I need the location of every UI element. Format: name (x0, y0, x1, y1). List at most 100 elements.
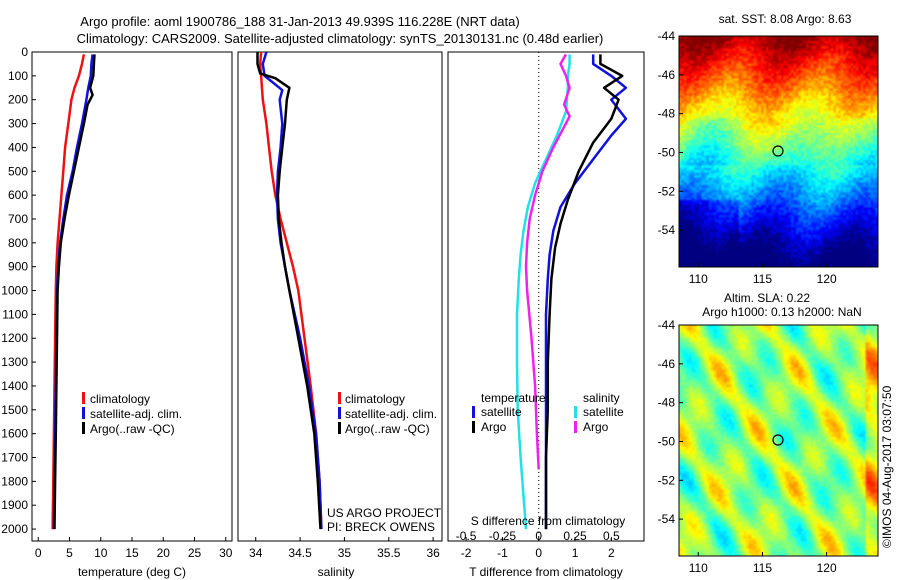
x-tick-label: 30 (219, 546, 233, 560)
sla-map: Altim. SLA: 0.22 Argo h1000: 0.13 h2000:… (658, 291, 879, 575)
legend-s-satellite: satellite (583, 405, 624, 419)
s-diff-tick-label: -0.5 (456, 529, 477, 543)
legend-climatology: climatology (345, 392, 405, 406)
legend-t-argo: Argo (481, 420, 507, 434)
x-tick-label: -1 (497, 546, 508, 560)
map-y-tick-label: -46 (658, 68, 676, 82)
temperature-legend: climatology satellite-adj. clim. Argo(..… (82, 392, 182, 436)
depth-tick-label: 2000 (1, 522, 28, 536)
legend-climatology: climatology (90, 392, 150, 406)
depth-tick-labels: 0 100 200 300 400 500 600 700 800 900 1000 1100 1200… (1, 45, 36, 536)
argo-location-marker (772, 145, 784, 157)
temperature-axes-frame (31, 51, 233, 542)
sla-heatmap-image (679, 325, 878, 556)
series-line-satellite (544, 54, 628, 530)
depth-tick-label: 700 (8, 212, 28, 226)
sst-heatmap-image (679, 36, 878, 267)
legend-satellite-adj: satellite-adj. clim. (345, 407, 437, 421)
legend-title-temperature: temperature (481, 391, 546, 405)
sla-map-title: Altim. SLA: 0.22 (724, 291, 810, 305)
depth-tick-label: 1700 (1, 451, 28, 465)
imos-credit: ©IMOS 04-Aug-2017 03:07:50 (880, 385, 894, 548)
depth-tick-label: 600 (8, 188, 28, 202)
sst-map-title: sat. SST: 8.08 Argo: 8.63 (719, 12, 852, 26)
depth-tick-label: 1400 (1, 379, 28, 393)
depth-tick-label: 0 (21, 45, 28, 59)
depth-tick-label: 1500 (1, 403, 28, 417)
depth-tick-label: 900 (8, 260, 28, 274)
depth-tick-label: 800 (8, 236, 28, 250)
salinity-panel: 34 34.5 35 35.5 36 salinity climatology sate… (237, 51, 443, 579)
x-tick-label: 10 (94, 546, 108, 560)
s-diff-tick-label: -0.25 (489, 529, 517, 543)
x-tick-label: 35 (338, 546, 352, 560)
depth-tick-label: 500 (8, 164, 28, 178)
legend-t-satellite: satellite (481, 405, 522, 419)
map-y-tick-label: -46 (658, 357, 676, 371)
map-x-tick-label: 110 (689, 272, 708, 286)
x-tick-label: 35.5 (377, 546, 401, 560)
map-y-tick-label: -44 (658, 29, 676, 43)
series-line-argo-raw-qc- (256, 52, 322, 530)
depth-tick-label: 1000 (1, 284, 28, 298)
sla-map-frame (678, 324, 879, 557)
pi-annotation: PI: BRECK OWENS (327, 520, 435, 534)
depth-tick-label: 300 (8, 117, 28, 131)
sst-map-ticks: 110 115 120 -44 -46 -48 -50 -52 -54 (658, 29, 837, 286)
map-x-tick-label: 115 (753, 272, 772, 286)
s-diff-tick-label: 0.5 (603, 529, 620, 543)
sla-map-ticks: 110 115 120 -44 -46 -48 -50 -52 -54 (658, 318, 837, 575)
salinity-axes-frame (237, 51, 443, 542)
map-y-tick-label: -48 (658, 396, 676, 410)
salinity-xlabel: salinity (318, 565, 355, 579)
map-x-tick-label: 115 (753, 561, 772, 575)
map-y-tick-label: -50 (658, 434, 676, 448)
x-tick-label: 34.5 (288, 546, 312, 560)
x-tick-label: -2 (461, 546, 472, 560)
temperature-series (51, 54, 96, 530)
depth-tick-label: 1200 (1, 331, 28, 345)
x-tick-label: 20 (157, 546, 171, 560)
legend-s-argo: Argo (583, 420, 609, 434)
series-line-argo-raw-qc- (53, 54, 96, 530)
s-difference-label: S difference from climatology (471, 514, 626, 528)
map-y-tick-label: -52 (658, 184, 676, 198)
map-y-tick-label: -54 (658, 223, 676, 237)
difference-legend: temperature salinity satellite Argo sate… (472, 391, 624, 434)
x-tick-label: 0 (35, 546, 42, 560)
sst-map-frame (678, 35, 879, 268)
s-diff-tick-label: 0.25 (563, 529, 587, 543)
legend-argo: Argo(..raw -QC) (345, 422, 430, 436)
depth-tick-label: 1600 (1, 427, 28, 441)
x-tick-label: 2 (608, 546, 615, 560)
salinity-series (256, 52, 323, 530)
legend-satellite-adj: satellite-adj. clim. (90, 407, 182, 421)
temperature-panel: 0100200300400500600700800900100011001200… (1, 45, 232, 579)
depth-tick-label: 1900 (1, 498, 28, 512)
depth-tick-label: 1800 (1, 474, 28, 488)
x-tick-label: 1 (572, 546, 579, 560)
temperature-xlabel: temperature (deg C) (78, 565, 186, 579)
map-y-tick-label: -52 (658, 473, 676, 487)
difference-series (515, 53, 628, 530)
depth-tick-label: 100 (8, 69, 28, 83)
map-y-tick-label: -54 (658, 512, 676, 526)
series-line-argo (544, 54, 624, 530)
x-tick-label: 15 (125, 546, 139, 560)
depth-tick-label: 1300 (1, 355, 28, 369)
x-tick-label: 5 (66, 546, 73, 560)
salinity-tick-labels: 34 34.5 35 35.5 36 (249, 537, 440, 560)
map-y-tick-label: -44 (658, 318, 676, 332)
depth-tick-label: 200 (8, 93, 28, 107)
temperature-tick-labels: 0 5 10 15 20 25 30 (35, 537, 233, 560)
argo-location-marker (772, 434, 784, 446)
sst-map: sat. SST: 8.08 Argo: 8.63 110 115 120 -44 -4… (658, 12, 879, 286)
x-tick-label: 36 (426, 546, 440, 560)
salinity-legend: climatology satellite-adj. clim. Argo(..… (338, 392, 437, 436)
difference-panel: -2 -1 0 1 2 -0.5 -0.25 0 0.25 0.5 S difference f… (447, 51, 645, 579)
x-tick-label: 0 (535, 546, 542, 560)
legend-argo: Argo(..raw -QC) (90, 422, 175, 436)
title-line-2: Climatology: CARS2009. Satellite-adjuste… (77, 31, 604, 46)
project-annotation: US ARGO PROJECT (327, 506, 442, 520)
